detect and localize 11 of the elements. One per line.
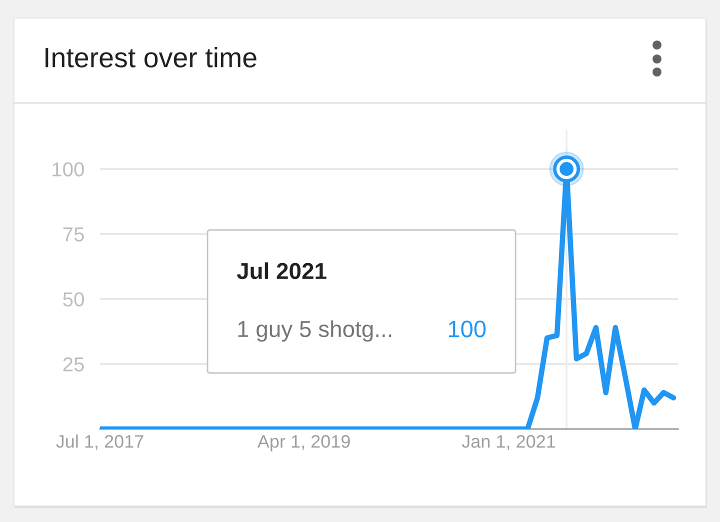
x-tick-label: Jul 1, 2017 bbox=[56, 434, 144, 450]
y-tick-label: 100 bbox=[52, 162, 84, 176]
annotation: Jul 2021 bbox=[236, 262, 326, 280]
x-tick-label: Jan 1, 2021 bbox=[462, 435, 556, 450]
y-tick-label: 50 bbox=[63, 292, 84, 306]
annotation: 100 bbox=[448, 320, 486, 338]
x-tick-label: Apr 1, 2019 bbox=[257, 435, 350, 452]
chart-title: Interest over time bbox=[46, 47, 256, 68]
y-tick-label: 75 bbox=[63, 227, 84, 242]
y-tick-label: 25 bbox=[63, 357, 84, 372]
annotation: 1 guy 5 shotg... bbox=[238, 320, 392, 342]
